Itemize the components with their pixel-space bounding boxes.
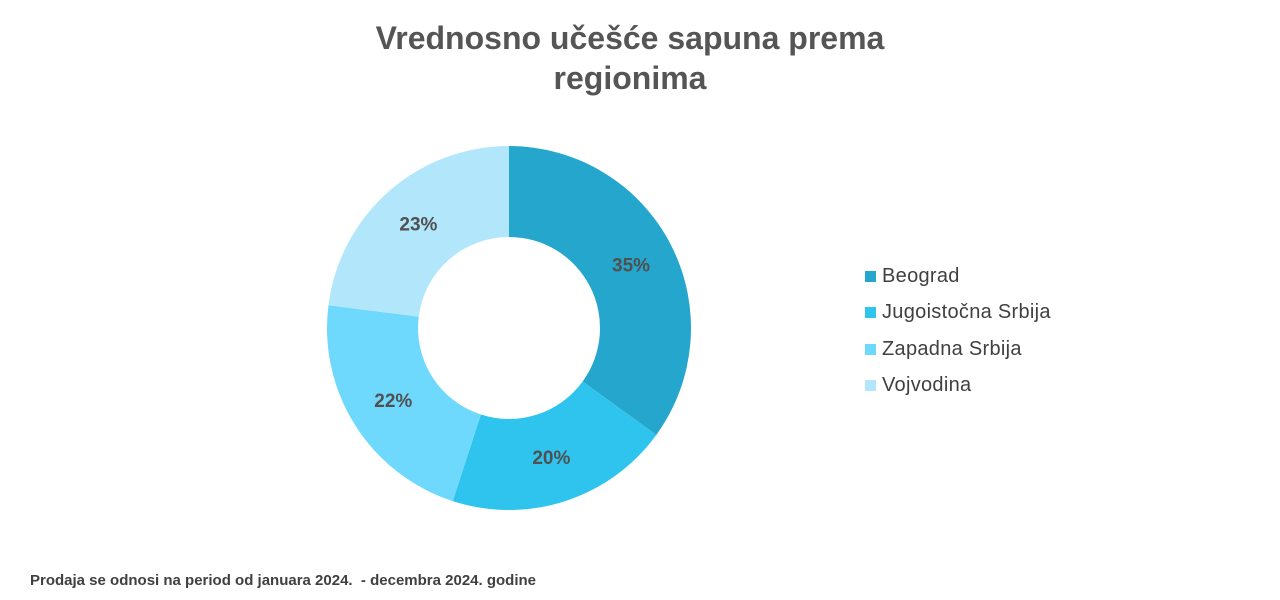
legend-item-jugoistocna-srbija: Jugoistočna Srbija	[865, 295, 1051, 332]
donut-slice-jugoistocna-srbija	[452, 381, 657, 510]
legend-label-zapadna-srbija: Zapadna Srbija	[882, 337, 1022, 360]
donut-slice-zapadna-srbija	[327, 305, 481, 502]
legend-label-jugoistocna-srbija: Jugoistočna Srbija	[882, 301, 1051, 324]
legend-swatch-zapadna-srbija	[865, 343, 876, 355]
legend-item-beograd: Beograd	[865, 258, 1051, 295]
legend-label-beograd: Beograd	[882, 264, 960, 287]
data-label-zapadna-srbija: 22%	[374, 391, 412, 412]
chart-title: Vrednosno učešće sapuna prema regionima	[0, 18, 1260, 98]
data-label-vojvodina: 23%	[399, 215, 437, 236]
legend-item-vojvodina: Vojvodina	[865, 368, 1051, 405]
legend-item-zapadna-srbija: Zapadna Srbija	[865, 331, 1051, 368]
chart-legend: Beograd Jugoistočna Srbija Zapadna Srbij…	[865, 258, 1051, 404]
donut-slice-vojvodina	[328, 146, 509, 317]
donut-slice-beograd	[509, 146, 692, 435]
chart-title-line-1: Vrednosno učešće sapuna prema	[375, 20, 885, 56]
legend-swatch-jugoistocna-srbija	[865, 307, 876, 319]
legend-swatch-beograd	[865, 270, 876, 282]
footnote: Prodaja se odnosi na period od januara 2…	[30, 572, 536, 589]
chart-title-line-2: regionima	[553, 60, 707, 96]
legend-swatch-vojvodina	[865, 380, 876, 392]
data-label-beograd: 35%	[612, 255, 650, 276]
legend-label-vojvodina: Vojvodina	[882, 374, 972, 397]
data-label-jugoistocna-srbija: 20%	[532, 448, 570, 469]
